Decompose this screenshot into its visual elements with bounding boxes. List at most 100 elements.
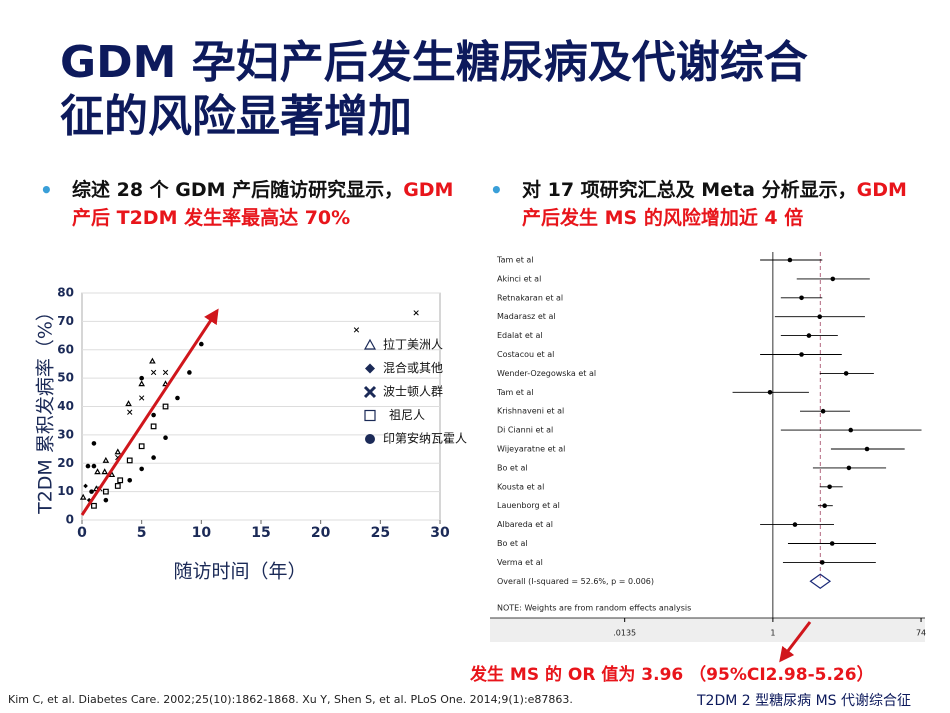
estimate [792,522,798,527]
bullet-text: 对 17 项研究汇总及 Meta 分析显示， [522,179,857,201]
study-label: Edalat et al [497,331,543,340]
point [91,441,97,446]
point [127,409,133,415]
x-tick-label: .0135 [613,629,636,638]
point [162,380,169,387]
study-label: Bo et al [497,539,528,548]
study-label: Retnakaran et al [497,293,563,302]
point [151,412,156,418]
x-tick-label: 10 [192,525,212,541]
legend-label: 祖尼人 [389,407,425,422]
bullet: • 综述 28 个 GDM 产后随访研究显示，GDM 产后 T2DM 发生率最高… [40,176,462,232]
study-label: Akinci et al [497,274,541,283]
x-tick-label: 20 [311,525,331,541]
study-label: Lauenborg et al [497,501,560,510]
y-tick-label: 0 [66,513,74,527]
point [125,400,132,407]
overall-diamond [809,573,832,590]
point [83,483,88,489]
point [150,423,157,430]
estimate [843,371,849,376]
estimate [806,333,812,338]
point [102,488,109,495]
study-label: Bo et al [497,463,528,472]
point [353,327,360,333]
point [149,357,156,364]
x-tick-label: 15 [251,525,270,541]
trend-arrow [80,308,219,516]
point [103,497,109,503]
point [163,435,168,441]
x-tick-label: 25 [371,525,390,541]
study-label: Wender-Ozegowska et al [497,369,596,378]
estimate [799,352,804,357]
note: NOTE: Weights are from random effects an… [497,604,691,613]
study-label: Kousta et al [497,482,544,491]
study-label: Albareda et al [497,520,553,529]
estimate [830,276,836,282]
point [114,448,122,455]
estimate [820,408,826,414]
title-line: 征的风险显著增加 [60,91,412,142]
study-label: Costacou et al [497,350,554,359]
study-label: Tam et al [496,388,534,397]
point [151,455,156,460]
point [150,369,157,376]
point [199,341,204,347]
point [162,403,169,410]
legend-label: 波士顿人群 [383,385,443,399]
legend-marker [365,434,375,444]
point [175,395,180,401]
point [102,456,110,463]
annotation: 发生 MS 的 OR 值为 3.96 （95%CI2.98-5.26） [470,665,874,685]
slide-title: GDM 孕妇产后发生糖尿病及代谢综合 征的风险显著增加 [60,36,808,144]
title-line: GDM 孕妇产后发生糖尿病及代谢综合 [60,37,808,88]
y-tick-label: 20 [57,456,74,470]
y-axis-label: T2DM 累积发病率（%） [35,302,57,515]
point [139,466,144,472]
study-label: Madarasz et al [497,312,556,321]
y-tick-label: 80 [57,286,74,300]
overall-label: Overall (I-squared = 52.6%, p = 0.006) [497,577,654,586]
y-tick-label: 40 [57,399,74,413]
study-label: Krishnaveni et al [497,407,564,416]
legend-label: 拉丁美洲人 [383,337,443,352]
bullet-highlight: GDM 产后 T2DM 发生率最高达 70% [72,179,454,229]
estimate [822,503,827,509]
x-tick-label: 30 [430,525,450,541]
bullet-dot: • [490,178,503,202]
x-tick-label: 1 [770,629,775,638]
estimate [846,465,852,471]
point [126,457,133,464]
legend-marker [365,363,375,374]
estimate [829,541,835,546]
point [79,493,87,500]
x-axis-label: 随访时间（年） [173,561,306,583]
legend-label: 混合或其他 [383,360,443,375]
bullet-highlight: GDM 产后发生 MS 的风险增加近 4 倍 [522,179,907,229]
x-tick-label: 5 [137,525,147,541]
point [91,502,97,509]
callout-arrow [779,621,812,663]
study-label: Verma et al [497,558,543,567]
point [139,395,145,401]
forest-plot [490,247,925,618]
estimate [827,484,832,490]
point [138,380,145,387]
point [85,463,91,469]
x-tick-label: 0 [77,525,87,541]
legend-marker [363,385,377,399]
point [93,485,100,492]
point [138,443,145,450]
y-tick-label: 50 [57,371,74,385]
bullet: • 对 17 项研究汇总及 Meta 分析显示，GDM 产后发生 MS 的风险增… [490,176,922,232]
y-tick-label: 60 [57,342,74,356]
estimate [817,314,823,320]
study-label: Di Cianni et al [497,426,553,435]
point [162,369,169,376]
bullet-text: 综述 28 个 GDM 产后随访研究显示， [72,179,404,201]
point [139,375,144,381]
y-tick-label: 10 [57,484,74,498]
footer-note: T2DM 2 型糖尿病 MS 代谢综合征 [697,693,911,709]
